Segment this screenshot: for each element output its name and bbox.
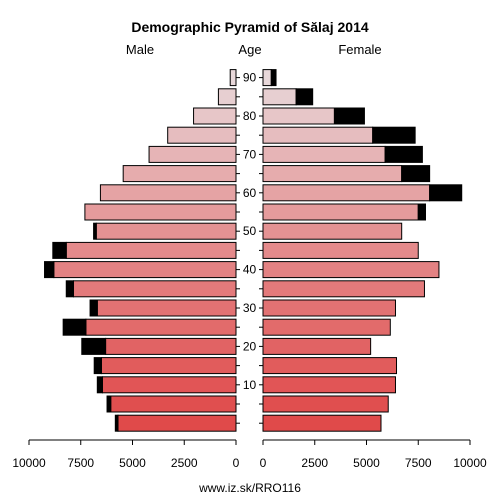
female-excess-65-69 <box>401 165 431 183</box>
male-bar-65-69 <box>122 165 237 183</box>
female-bars <box>262 69 463 432</box>
female-excess-60-64 <box>429 184 463 202</box>
male-excess-45-49 <box>52 241 67 259</box>
male-bars <box>44 69 237 432</box>
female-x-tick-label: 10000 <box>453 456 487 470</box>
male-bar-85-89 <box>217 88 237 106</box>
female-bar-30-34 <box>262 299 396 317</box>
male-bar-70-74 <box>148 145 237 163</box>
female-excess-55-59 <box>417 203 426 221</box>
female-x-tick-label: 2500 <box>301 456 328 470</box>
age-tick-label: 50 <box>243 224 257 238</box>
female-x-tick-label: 0 <box>260 456 267 470</box>
female-x-tick-label: 7500 <box>405 456 432 470</box>
male-axis-label: Male <box>126 42 154 57</box>
male-x-tick-label: 7500 <box>67 456 94 470</box>
age-tick-label: 30 <box>243 301 257 315</box>
male-excess-25-29 <box>62 318 87 336</box>
male-excess-20-24 <box>81 337 107 355</box>
male-excess-10-14 <box>96 376 103 394</box>
female-excess-80-84 <box>333 107 365 125</box>
chart-title: Demographic Pyramid of Sălaj 2014 <box>131 19 369 35</box>
x-axis: 10000 7500 5000 2500 0 0 2500 5000 7500 10000 <box>12 439 487 470</box>
female-axis-label: Female <box>338 42 381 57</box>
female-bar-65-69 <box>262 165 403 183</box>
female-excess-90+ <box>270 69 277 87</box>
male-bar-90+ <box>229 69 237 87</box>
female-bar-75-79 <box>262 126 374 144</box>
male-bar-10-14 <box>101 376 237 394</box>
female-bar-20-24 <box>262 337 372 355</box>
age-tick-label: 40 <box>243 263 257 277</box>
male-excess-30-34 <box>89 299 98 317</box>
male-excess-15-19 <box>93 357 102 375</box>
male-bar-55-59 <box>84 203 237 221</box>
age-axis-label: Age <box>238 42 261 57</box>
female-bar-45-49 <box>262 241 419 259</box>
female-bar-85-89 <box>262 88 297 106</box>
male-bar-80-84 <box>193 107 237 125</box>
female-bar-25-29 <box>262 318 391 336</box>
source-footer: www.iz.sk/RRO116 <box>198 481 301 495</box>
male-x-tick-label: 2500 <box>171 456 198 470</box>
female-excess-70-74 <box>384 145 423 163</box>
male-x-tick-label: 10000 <box>12 456 46 470</box>
male-bar-35-39 <box>73 280 237 298</box>
female-bar-10-14 <box>262 376 396 394</box>
male-bar-50-54 <box>95 222 237 240</box>
age-tick-label: 10 <box>243 378 257 392</box>
age-tick-label: 80 <box>243 109 257 123</box>
male-excess-5-9 <box>106 395 112 413</box>
male-excess-50-54 <box>93 222 97 240</box>
male-bar-20-24 <box>105 337 237 355</box>
age-axis: 10 20 30 40 50 60 70 80 90 <box>236 71 263 424</box>
male-bar-45-49 <box>65 241 237 259</box>
male-bar-60-64 <box>99 184 237 202</box>
female-bar-55-59 <box>262 203 419 221</box>
male-bar-40-44 <box>53 261 237 279</box>
male-bar-30-34 <box>96 299 237 317</box>
female-bar-50-54 <box>262 222 403 240</box>
female-bar-35-39 <box>262 280 425 298</box>
male-excess-0-4 <box>114 414 119 432</box>
male-bar-75-79 <box>167 126 237 144</box>
female-bar-70-74 <box>262 145 386 163</box>
age-tick-label: 60 <box>243 186 257 200</box>
male-bar-15-19 <box>100 357 237 375</box>
male-bar-25-29 <box>85 318 237 336</box>
male-bar-0-4 <box>117 414 237 432</box>
age-tick-label: 20 <box>243 339 257 353</box>
male-bar-5-9 <box>110 395 237 413</box>
female-x-tick-label: 5000 <box>353 456 380 470</box>
female-excess-75-79 <box>372 126 416 144</box>
female-bar-0-4 <box>262 414 382 432</box>
age-tick-label: 70 <box>243 147 257 161</box>
female-excess-85-89 <box>295 88 314 106</box>
female-bar-40-44 <box>262 261 440 279</box>
male-excess-35-39 <box>65 280 75 298</box>
female-bar-5-9 <box>262 395 389 413</box>
male-excess-40-44 <box>44 261 55 279</box>
female-bar-60-64 <box>262 184 431 202</box>
female-bar-15-19 <box>262 357 398 375</box>
male-x-tick-label: 5000 <box>119 456 146 470</box>
male-x-tick-label: 0 <box>233 456 240 470</box>
female-bar-90+ <box>262 69 272 87</box>
age-tick-label: 90 <box>243 71 257 85</box>
female-bar-80-84 <box>262 107 335 125</box>
